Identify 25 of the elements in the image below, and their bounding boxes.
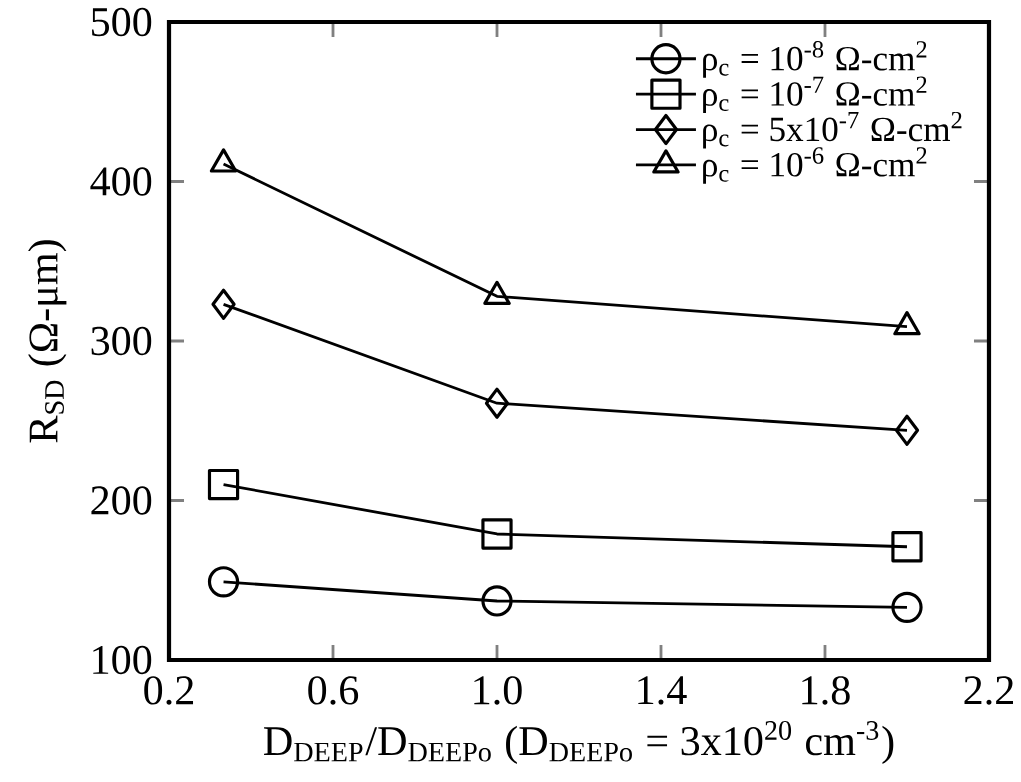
point bbox=[893, 311, 921, 336]
point bbox=[891, 591, 923, 623]
point bbox=[211, 288, 236, 320]
x-tick-label: 1.0 bbox=[474, 676, 522, 705]
y-axis-title: R$_{SD}$ (Ω-μm) bbox=[28, 240, 67, 443]
x-tick-label: 1.8 bbox=[802, 676, 850, 705]
point bbox=[891, 531, 923, 563]
text: D$_{DEEP}$/D$_{DEEPo}$ (D$_{DEEPo}$ = 3x10$^{20}$ cm$^{-3}$) bbox=[264, 720, 894, 764]
y-tick-label: 200 bbox=[91, 486, 152, 515]
x-tick-label: 2.2 bbox=[964, 676, 1013, 705]
y-tick-label: 100 bbox=[93, 645, 152, 675]
point bbox=[484, 387, 510, 419]
point bbox=[483, 280, 511, 305]
point bbox=[894, 414, 920, 446]
point bbox=[481, 518, 513, 550]
point bbox=[209, 148, 238, 173]
point bbox=[481, 585, 513, 617]
y-tick-label: 500 bbox=[92, 7, 152, 37]
x-tick-label: 1.4 bbox=[638, 676, 687, 705]
y-tick-label: 400 bbox=[90, 167, 152, 196]
x-tick-label: 0.6 bbox=[308, 676, 359, 705]
y-tick-label: 300 bbox=[91, 326, 152, 356]
point bbox=[207, 566, 240, 598]
x-tick-label: 0.2 bbox=[144, 676, 194, 705]
point bbox=[207, 468, 240, 501]
